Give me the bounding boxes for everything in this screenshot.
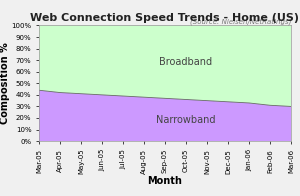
Text: Broadband: Broadband	[159, 57, 213, 67]
X-axis label: Month: Month	[148, 176, 182, 186]
Title: Web Connection Speed Trends - Home (US): Web Connection Speed Trends - Home (US)	[31, 13, 299, 23]
Text: (Source: Nielsen/NetRatings): (Source: Nielsen/NetRatings)	[190, 19, 291, 25]
Y-axis label: Composition %: Composition %	[0, 42, 10, 124]
Text: Narrowband: Narrowband	[156, 115, 216, 125]
